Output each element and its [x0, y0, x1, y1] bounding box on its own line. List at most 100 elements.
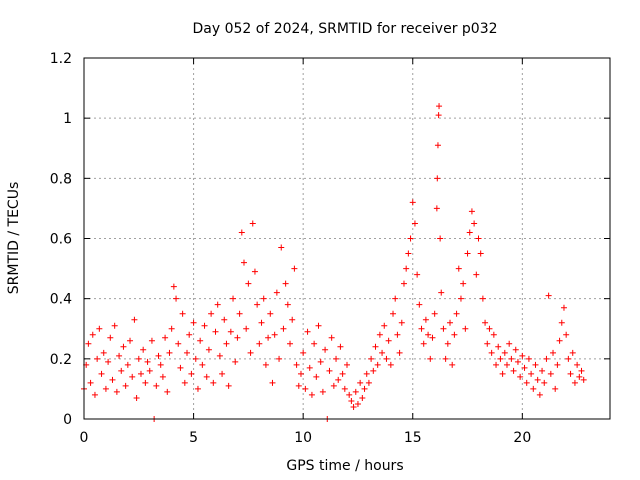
y-axis-label: SRMTID / TECUs: [6, 182, 22, 295]
data-point: [291, 265, 298, 272]
data-point: [411, 220, 418, 227]
data-point: [335, 376, 342, 383]
data-point: [471, 220, 478, 227]
data-point: [326, 367, 333, 374]
data-point: [385, 337, 392, 344]
data-point: [350, 403, 357, 410]
data-point: [129, 373, 136, 380]
data-point: [357, 379, 364, 386]
data-point: [530, 385, 537, 392]
x-axis-label: GPS time / hours: [286, 458, 403, 474]
data-point: [269, 379, 276, 386]
data-point: [89, 331, 96, 338]
data-point: [162, 334, 169, 341]
data-point: [547, 370, 554, 377]
data-point: [184, 349, 191, 356]
data-point: [155, 352, 162, 359]
data-point: [438, 289, 445, 296]
data-point: [197, 337, 204, 344]
data-point: [418, 325, 425, 332]
data-point: [236, 310, 243, 317]
data-point: [148, 337, 155, 344]
data-point: [208, 310, 215, 317]
data-point: [365, 379, 372, 386]
data-point: [556, 337, 563, 344]
data-point: [223, 340, 230, 347]
data-point: [440, 325, 447, 332]
data-point: [523, 379, 530, 386]
data-point: [251, 268, 258, 275]
data-point: [177, 364, 184, 371]
data-point: [396, 349, 403, 356]
data-point: [313, 373, 320, 380]
data-point: [442, 355, 449, 362]
data-point: [488, 349, 495, 356]
data-point: [431, 310, 438, 317]
data-point: [543, 355, 550, 362]
data-point: [127, 337, 134, 344]
x-tick-label: 5: [189, 430, 198, 446]
data-point: [262, 361, 269, 368]
data-point: [302, 385, 309, 392]
chart-title: Day 052 of 2024, SRMTID for receiver p03…: [192, 21, 497, 37]
data-point: [214, 301, 221, 308]
data-point: [287, 340, 294, 347]
data-point: [339, 370, 346, 377]
data-point: [225, 382, 232, 389]
data-point: [304, 328, 311, 335]
data-point: [503, 361, 510, 368]
data-point: [194, 385, 201, 392]
data-point: [346, 391, 353, 398]
data-point: [519, 352, 526, 359]
data-point: [328, 334, 335, 341]
data-point: [260, 295, 267, 302]
data-point: [230, 295, 237, 302]
data-point: [212, 328, 219, 335]
data-point: [322, 346, 329, 353]
data-point: [205, 346, 212, 353]
data-point: [289, 316, 296, 323]
data-point: [422, 316, 429, 323]
data-point: [436, 103, 443, 110]
data-point: [508, 355, 515, 362]
data-point: [308, 391, 315, 398]
data-point: [466, 229, 473, 236]
data-point: [425, 331, 432, 338]
y-tick-label: 0.8: [50, 171, 72, 187]
data-point: [330, 382, 337, 389]
data-point: [554, 361, 561, 368]
data-point: [243, 325, 250, 332]
data-point: [164, 388, 171, 395]
data-point: [514, 358, 521, 365]
data-point: [372, 343, 379, 350]
data-point: [552, 385, 559, 392]
y-tick-label: 0.2: [50, 352, 72, 368]
data-point: [558, 319, 565, 326]
data-point: [265, 334, 272, 341]
data-point: [434, 175, 441, 182]
data-point: [495, 343, 502, 350]
data-point: [94, 355, 101, 362]
data-point: [168, 325, 175, 332]
data-point: [536, 391, 543, 398]
data-point: [433, 205, 440, 212]
data-point: [532, 361, 539, 368]
data-point: [295, 382, 302, 389]
data-point: [567, 370, 574, 377]
data-point: [157, 361, 164, 368]
data-point: [166, 349, 173, 356]
data-point: [96, 325, 103, 332]
data-point: [464, 250, 471, 257]
data-point: [238, 229, 245, 236]
data-point: [510, 367, 517, 374]
y-tick-label: 0.4: [50, 292, 72, 308]
data-point: [203, 373, 210, 380]
data-point: [477, 250, 484, 257]
data-point: [142, 379, 149, 386]
data-point: [186, 331, 193, 338]
data-point: [116, 352, 123, 359]
data-point: [571, 379, 578, 386]
data-point: [444, 340, 451, 347]
data-point: [534, 376, 541, 383]
